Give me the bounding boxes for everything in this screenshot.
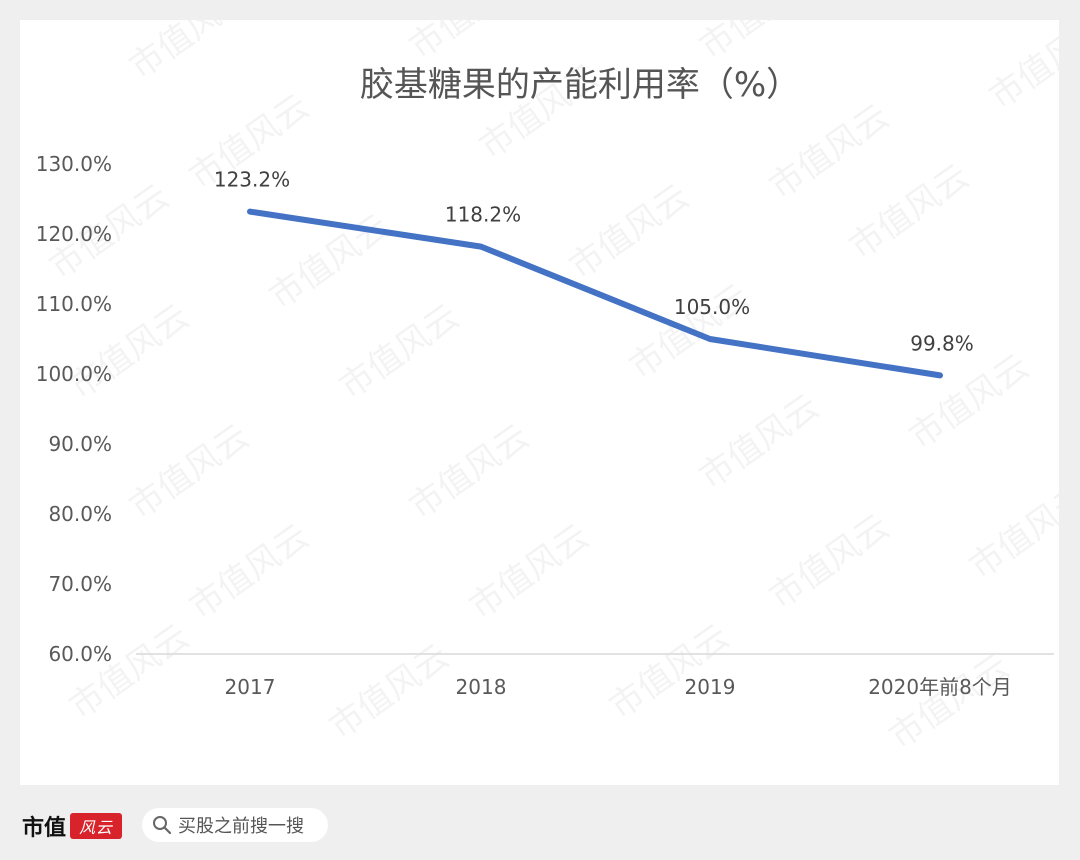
y-axis-ticks: 60.0% 70.0% 80.0% 90.0% 100.0% 110.0% 120.0% 13… <box>36 152 112 666</box>
search-icon <box>153 816 172 835</box>
chart-title: 胶基糖果的产能利用率（%） <box>360 65 800 105</box>
x-tick-label: 2018 <box>456 675 507 699</box>
y-tick-label: 90.0% <box>48 432 112 456</box>
brand-name: 市值 <box>22 815 67 841</box>
brand-mark: 风云 <box>70 813 123 839</box>
x-tick-label: 2019 <box>685 675 736 699</box>
data-label: 99.8% <box>910 331 974 355</box>
series-layer <box>247 208 943 379</box>
y-tick-label: 80.0% <box>48 502 112 526</box>
y-tick-label: 110.0% <box>36 292 112 316</box>
data-label-layer: 123.2% 118.2% 105.0% 99.8% <box>214 168 974 356</box>
y-tick-label: 100.0% <box>36 362 112 386</box>
search-placeholder: 买股之前搜一搜 <box>178 816 304 837</box>
y-tick-label: 130.0% <box>36 152 112 176</box>
x-tick-label: 2020年前8个月 <box>868 675 1012 699</box>
chart: 市值风云市值风云市值风云市值风云市值风云市值风云市值风云市值风云市值风云市值风云… <box>36 20 1059 757</box>
y-tick-label: 120.0% <box>36 222 112 246</box>
data-label: 118.2% <box>445 203 521 227</box>
y-tick-label: 70.0% <box>48 572 112 596</box>
x-tick-label: 2017 <box>225 675 276 699</box>
footer: 市值 风云 <box>0 800 1080 860</box>
series-line <box>247 208 943 379</box>
x-axis-ticks: 2017 2018 2019 2020年前8个月 <box>225 675 1012 699</box>
search-box[interactable]: 买股之前搜一搜 <box>142 808 328 842</box>
watermark-layer: 市值风云市值风云市值风云市值风云市值风云市值风云市值风云市值风云市值风云市值风云… <box>42 20 1059 757</box>
brand-logo[interactable]: 市值 风云 <box>22 810 123 842</box>
y-tick-label: 60.0% <box>48 642 112 666</box>
data-label: 105.0% <box>674 295 750 319</box>
data-label: 123.2% <box>214 168 290 192</box>
chart-card: 市值风云市值风云市值风云市值风云市值风云市值风云市值风云市值风云市值风云市值风云… <box>20 20 1059 785</box>
